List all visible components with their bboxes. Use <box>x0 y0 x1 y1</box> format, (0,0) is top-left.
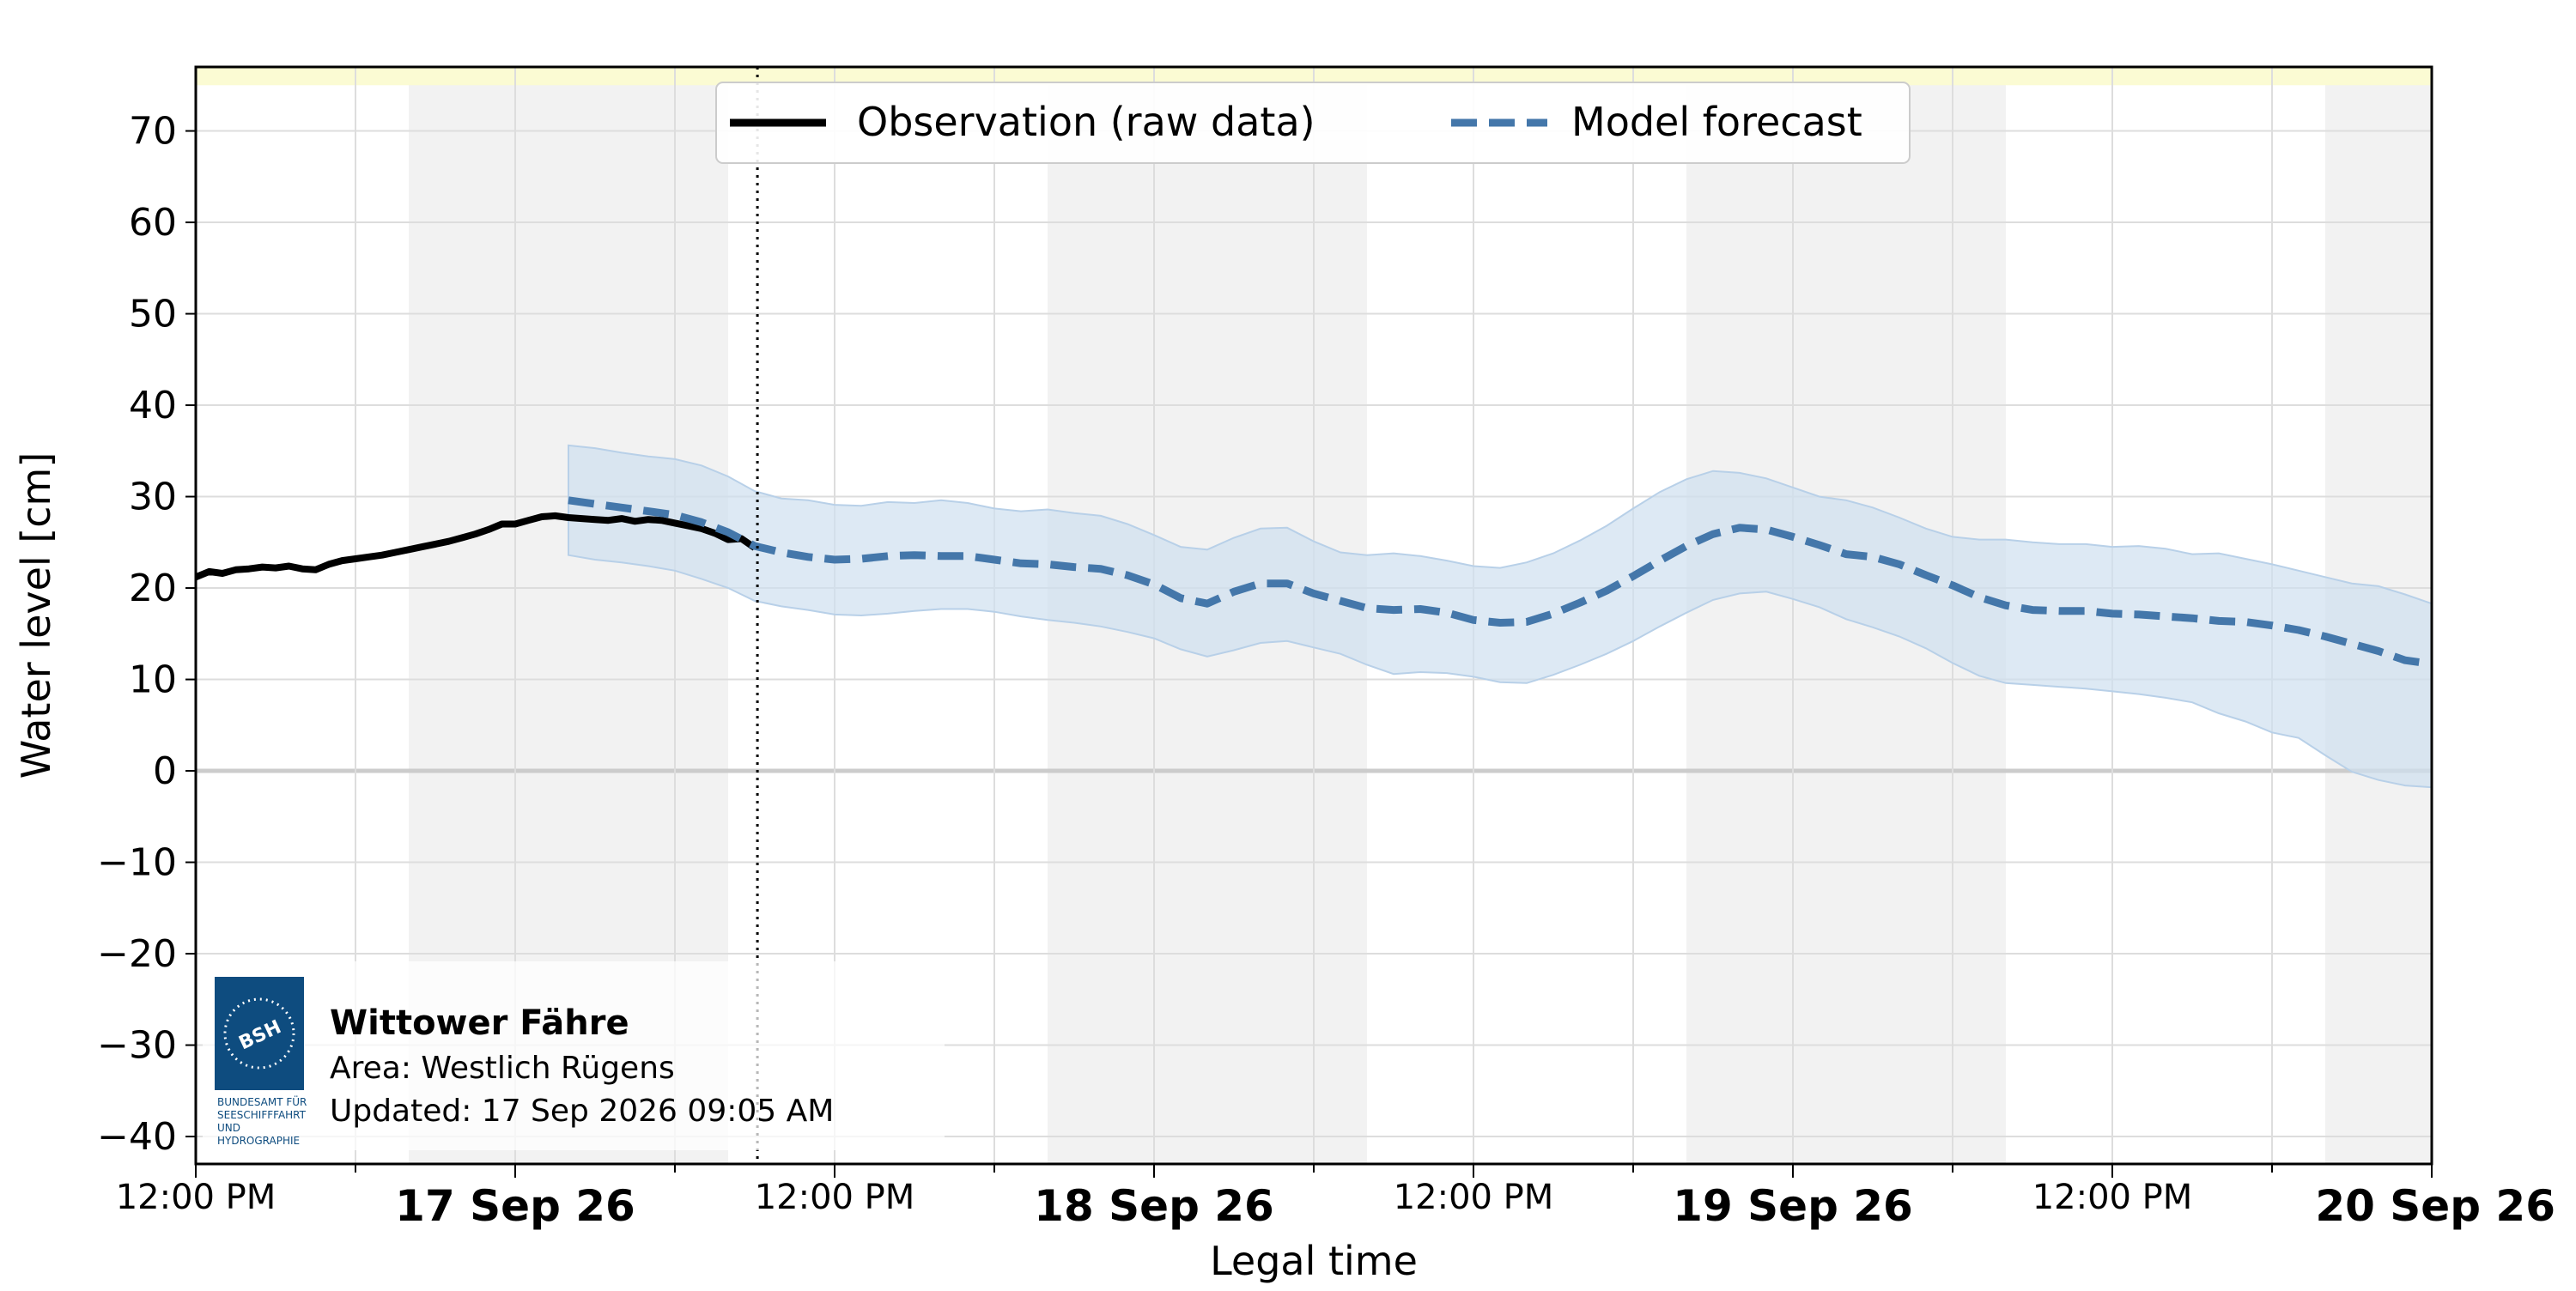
y-tick-label: 0 <box>153 749 177 793</box>
x-time-label: 12:00 PM <box>755 1178 915 1217</box>
bsh-logo-caption-line-2: SEESCHIFFFAHRT <box>217 1109 307 1121</box>
y-tick-label: 70 <box>129 110 177 154</box>
y-tick-label: 10 <box>129 658 177 702</box>
y-tick-label: 20 <box>129 567 177 610</box>
x-time-label: 12:00 PM <box>1394 1178 1554 1217</box>
bsh-logo-ring <box>223 997 295 1070</box>
y-tick-label: −20 <box>97 932 177 976</box>
y-tick-label: 60 <box>129 201 177 245</box>
bsh-logo-caption-line-1: BUNDESAMT FÜR <box>217 1094 307 1108</box>
bsh-logo-caption-line-3: UND <box>217 1122 240 1134</box>
forecast-line <box>568 496 2433 668</box>
y-tick-label: −30 <box>97 1024 177 1068</box>
observation-line <box>194 512 757 580</box>
y-axis-title: Water level [cm] <box>13 452 59 779</box>
station-area: Area: Westlich Rügens <box>330 1051 675 1086</box>
x-time-label: 12:00 PM <box>2032 1178 2193 1217</box>
y-tick-label: −10 <box>97 841 177 885</box>
y-tick-label: −40 <box>97 1115 177 1159</box>
axes-layer: −40 −30 −20 −10 0 10 20 30 40 50 60 70 12:00 PM 17 Se… <box>13 65 2555 1284</box>
x-axis-title: Legal time <box>1210 1238 1418 1284</box>
station-info-box: BSH BUNDESAMT FÜR SEESCHIFFFAHRT UND HYD… <box>203 961 945 1150</box>
y-tick-label: 50 <box>129 293 177 336</box>
plot-frame <box>194 65 2433 1166</box>
y-tick-label: 40 <box>129 384 177 427</box>
info-box-background <box>203 961 945 1150</box>
bsh-logo-caption-line-4: HYDROGRAPHIE <box>217 1135 300 1147</box>
legend-label-forecast: Model forecast <box>1571 99 1862 145</box>
legend-box <box>715 82 1911 164</box>
x-date-label: 18 Sep 26 <box>1034 1181 1274 1231</box>
x-time-label: 12:00 PM <box>116 1178 276 1217</box>
y-tick-label: 30 <box>129 476 177 519</box>
x-date-label: 20 Sep 26 <box>2315 1181 2555 1231</box>
legend: Observation (raw data) Model forecast <box>715 82 1911 164</box>
station-name: Wittower Fähre <box>330 1003 629 1043</box>
x-date-label: 19 Sep 26 <box>1673 1181 1913 1231</box>
update-timestamp: Updated: 17 Sep 2026 09:05 AM <box>330 1094 834 1129</box>
legend-label-observation: Observation (raw data) <box>857 99 1315 145</box>
bsh-logo-square <box>215 977 304 1090</box>
x-date-label: 17 Sep 26 <box>395 1181 635 1231</box>
